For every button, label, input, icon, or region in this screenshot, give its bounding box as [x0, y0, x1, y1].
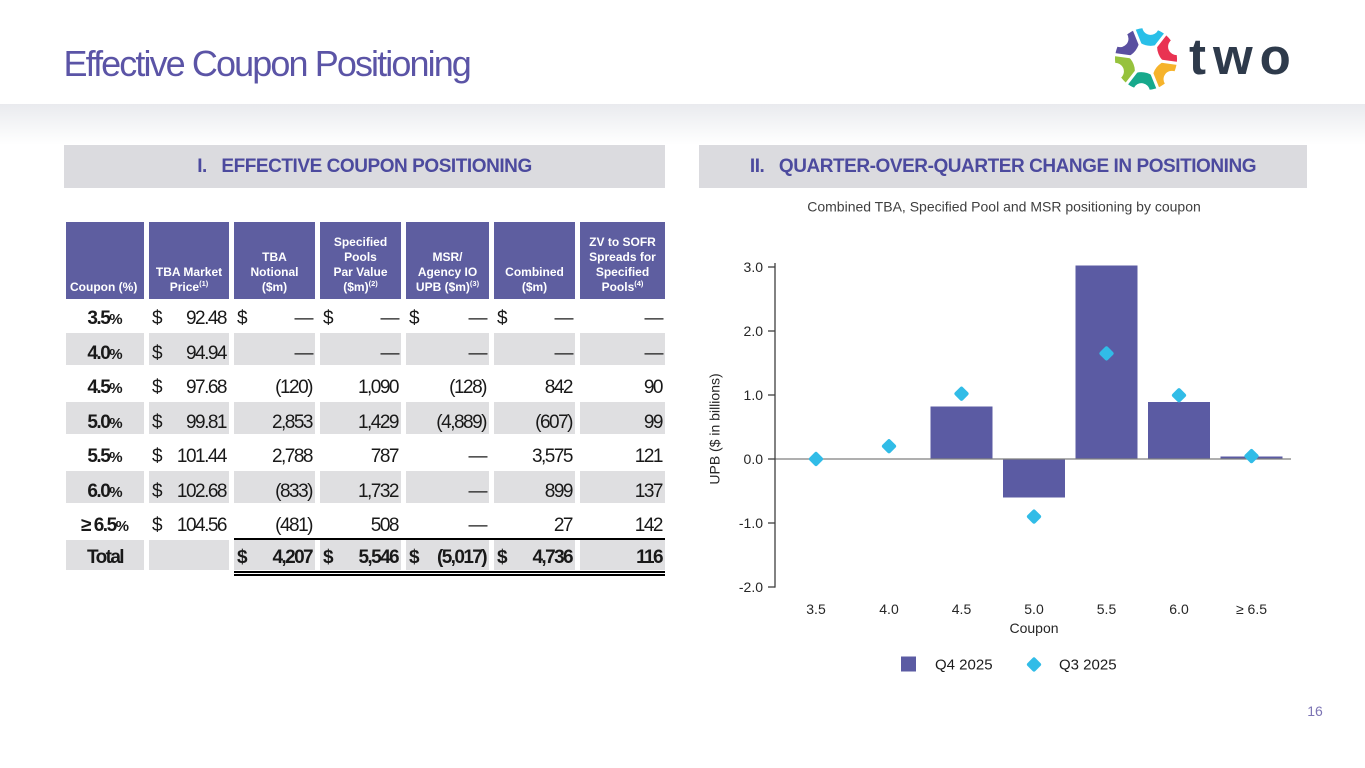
svg-text:3.0: 3.0: [744, 259, 764, 275]
svg-text:2.0: 2.0: [744, 323, 764, 339]
svg-text:Q3 2025: Q3 2025: [1059, 657, 1117, 674]
svg-text:4.0: 4.0: [879, 601, 899, 617]
svg-text:0.0: 0.0: [744, 451, 764, 467]
svg-text:Coupon: Coupon: [1009, 620, 1058, 636]
svg-text:3.5: 3.5: [806, 601, 826, 617]
svg-text:≥ 6.5: ≥ 6.5: [1236, 601, 1267, 617]
svg-text:Combined TBA, Specified Pool a: Combined TBA, Specified Pool and MSR pos…: [807, 199, 1201, 215]
svg-text:5.0: 5.0: [1024, 601, 1044, 617]
svg-text:Q4 2025: Q4 2025: [935, 657, 993, 674]
svg-text:UPB ($ in billions): UPB ($ in billions): [707, 373, 723, 484]
svg-text:5.5: 5.5: [1097, 601, 1117, 617]
svg-text:-1.0: -1.0: [739, 515, 763, 531]
svg-text:-2.0: -2.0: [739, 579, 763, 595]
svg-text:4.5: 4.5: [952, 601, 972, 617]
svg-text:6.0: 6.0: [1169, 601, 1189, 617]
svg-text:1.0: 1.0: [744, 387, 764, 403]
